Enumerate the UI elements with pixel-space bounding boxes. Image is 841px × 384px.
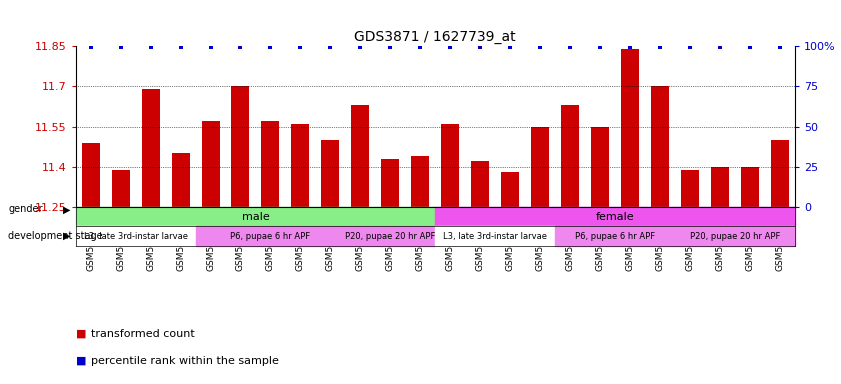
Text: male: male	[241, 212, 269, 222]
Bar	[321, 140, 339, 207]
Bar	[262, 121, 279, 207]
Text: L3, late 3rd-instar larvae: L3, late 3rd-instar larvae	[83, 232, 188, 241]
Text: percentile rank within the sample: percentile rank within the sample	[91, 356, 278, 366]
Bar	[346, 227, 436, 246]
Bar	[112, 170, 130, 207]
Text: P20, pupae 20 hr APF: P20, pupae 20 hr APF	[690, 232, 780, 241]
Bar	[195, 227, 346, 246]
Bar	[436, 207, 795, 227]
Text: P20, pupae 20 hr APF: P20, pupae 20 hr APF	[345, 232, 436, 241]
Bar	[172, 154, 189, 207]
Bar	[532, 127, 549, 207]
Bar	[141, 89, 160, 207]
Bar	[76, 207, 436, 227]
Bar	[621, 49, 639, 207]
Text: P6, pupae 6 hr APF: P6, pupae 6 hr APF	[575, 232, 655, 241]
Bar	[711, 167, 729, 207]
Bar	[561, 105, 579, 207]
Text: ■: ■	[76, 329, 86, 339]
Bar	[555, 227, 674, 246]
Bar	[501, 172, 519, 207]
Bar	[76, 227, 195, 246]
Bar	[436, 227, 555, 246]
Bar	[741, 167, 759, 207]
Text: transformed count: transformed count	[91, 329, 194, 339]
Text: L3, late 3rd-instar larvae: L3, late 3rd-instar larvae	[443, 232, 547, 241]
Bar	[770, 140, 789, 207]
Text: ▶: ▶	[63, 204, 71, 214]
Text: ■: ■	[76, 356, 86, 366]
Text: female: female	[595, 212, 634, 222]
Bar	[471, 162, 489, 207]
Bar	[202, 121, 220, 207]
Bar	[381, 159, 399, 207]
Text: development stage: development stage	[8, 231, 103, 241]
Bar	[352, 105, 369, 207]
Text: ▶: ▶	[63, 231, 71, 241]
Bar	[591, 127, 609, 207]
Bar	[681, 170, 699, 207]
Bar	[411, 156, 429, 207]
Bar	[291, 124, 309, 207]
Text: P6, pupae 6 hr APF: P6, pupae 6 hr APF	[230, 232, 310, 241]
Bar	[231, 86, 250, 207]
Bar	[651, 86, 669, 207]
Title: GDS3871 / 1627739_at: GDS3871 / 1627739_at	[354, 30, 516, 44]
Bar	[82, 143, 99, 207]
Bar	[442, 124, 459, 207]
Text: gender: gender	[8, 204, 43, 214]
Bar	[674, 227, 795, 246]
